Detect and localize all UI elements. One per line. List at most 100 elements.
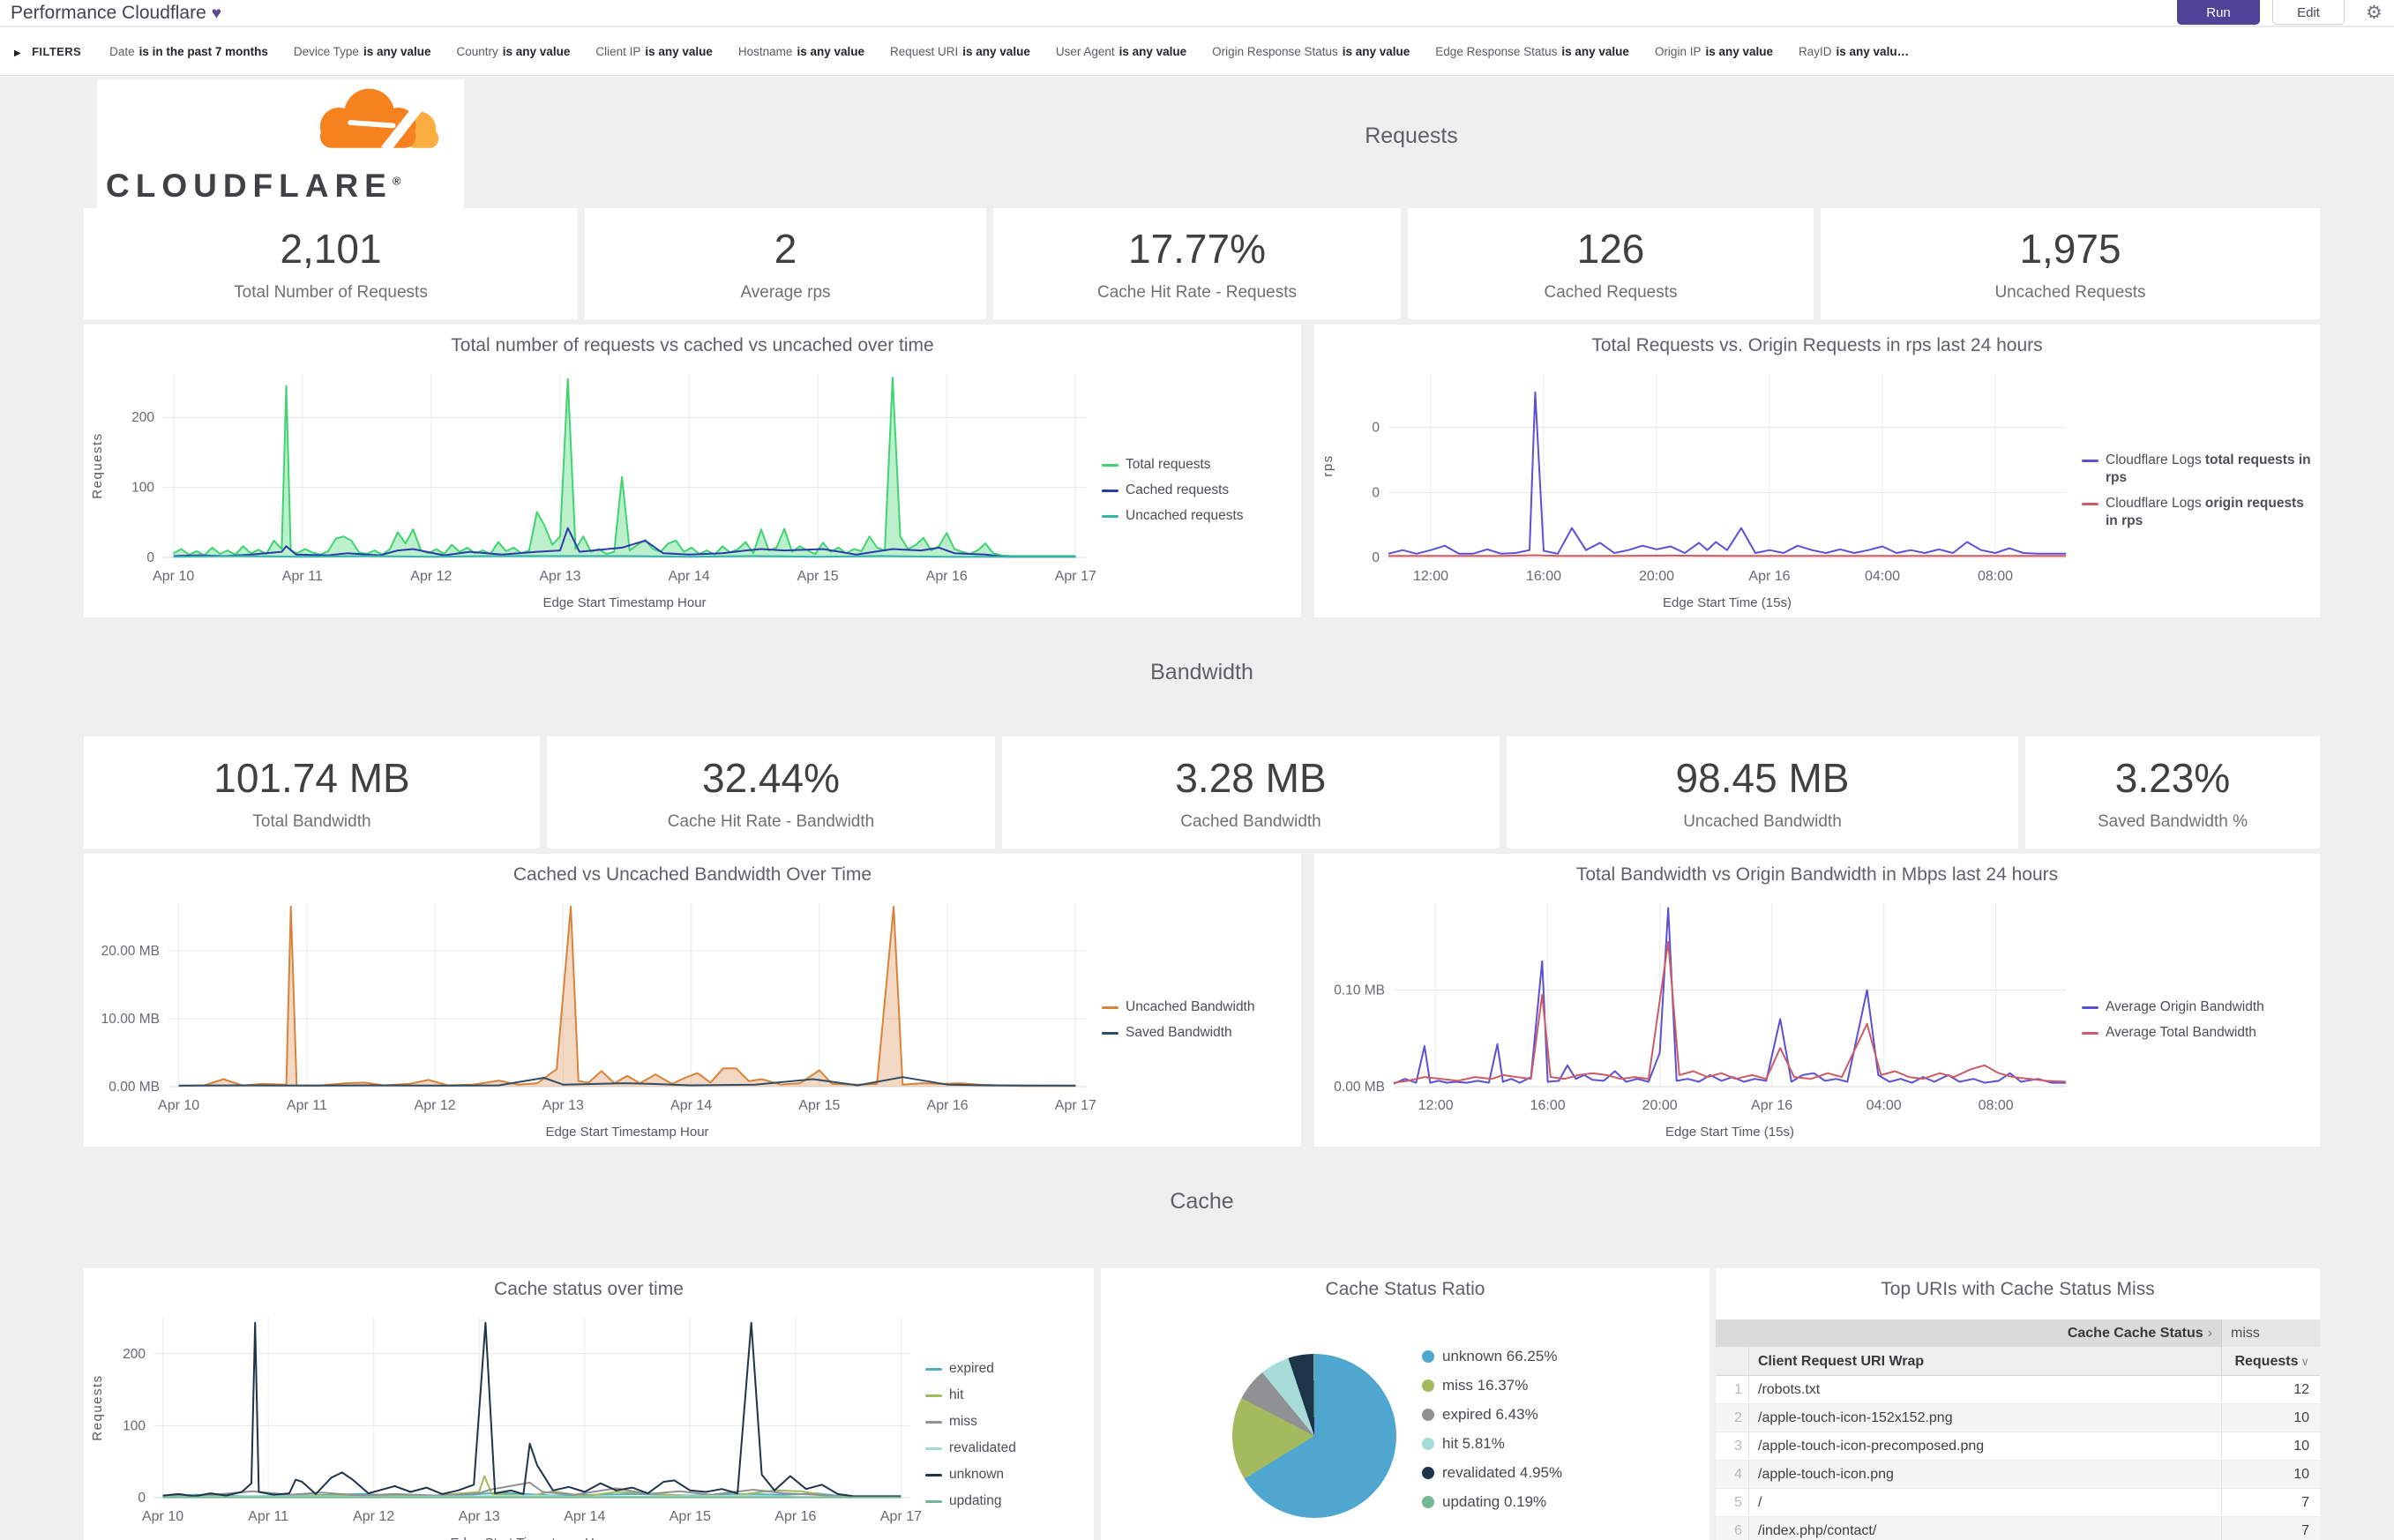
requests-cell[interactable]: 12	[2221, 1376, 2320, 1403]
legend-item[interactable]: miss	[925, 1413, 1085, 1431]
row-number: 5	[1716, 1489, 1749, 1516]
uri-column-header[interactable]: Client Request URI Wrap	[1758, 1354, 1925, 1369]
filter-item[interactable]: Edge Response Status is any value	[1435, 44, 1629, 58]
bandwidth-vs-origin-plot[interactable]: 12:00 16:00 20:00 Apr 16 04:00 08:00 0.00 MB 0.…	[1314, 894, 2078, 1145]
filter-item[interactable]: Device Type is any value	[293, 44, 431, 58]
legend-item[interactable]: Cached requests	[1102, 482, 1294, 499]
legend-label: Saved Bandwidth	[1126, 1024, 1232, 1040]
legend-item[interactable]: hit 5.81%	[1422, 1435, 1683, 1453]
filter-item[interactable]: Client IP is any value	[595, 44, 713, 58]
filter-item[interactable]: Request URI is any value	[889, 44, 1030, 58]
kpi-cached-bandwidth[interactable]: 3.28 MB Cached Bandwidth	[1002, 736, 1500, 848]
legend-swatch	[1102, 515, 1118, 518]
uri-cell[interactable]: /apple-touch-icon.png	[1758, 1467, 1894, 1482]
x-tick-label: 12:00	[1418, 1098, 1454, 1113]
filter-item[interactable]: Date is in the past 7 months	[109, 44, 268, 58]
x-tick-label: Apr 16	[926, 569, 968, 584]
legend-label: revalidated 4.95%	[1442, 1464, 1563, 1481]
x-tick-label: Apr 13	[539, 569, 580, 584]
filter-item[interactable]: User Agent is any value	[1055, 44, 1187, 58]
uri-cell[interactable]: /	[1758, 1495, 1762, 1510]
uri-cell[interactable]: /robots.txt	[1758, 1382, 1821, 1397]
kpi-saved-bandwidth[interactable]: 3.23% Saved Bandwidth %	[2025, 736, 2320, 848]
chart-legend: Cloudflare Logs total requests in rps Clo…	[2078, 452, 2315, 530]
requests-cell[interactable]: 10	[2221, 1461, 2320, 1488]
cache-status-plot[interactable]: Apr 10 Apr 11 Apr 12 Apr 13 Apr 14 Apr 15 Apr …	[84, 1309, 922, 1540]
y-tick-label: 0	[146, 550, 154, 565]
legend-item[interactable]: unknown	[925, 1466, 1085, 1484]
legend-swatch	[1422, 1379, 1434, 1392]
uri-cell[interactable]: /index.php/contact/	[1758, 1523, 1877, 1538]
legend-item[interactable]: Saved Bandwidth	[1102, 1024, 1294, 1042]
pivot-field-label[interactable]: Cache Cache Status ›	[1716, 1319, 2221, 1347]
requests-cell[interactable]: 10	[2221, 1432, 2320, 1460]
legend-item[interactable]: Uncached requests	[1102, 507, 1294, 525]
requests-cell[interactable]: 10	[2221, 1404, 2320, 1432]
uri-cell[interactable]: /apple-touch-icon-precomposed.png	[1758, 1439, 1985, 1454]
filter-item[interactable]: RayID is any valu…	[1799, 44, 1910, 58]
x-tick-label: Apr 16	[774, 1509, 816, 1524]
requests-cell[interactable]: 7	[2221, 1489, 2320, 1516]
kpi-cache-hit-rate-bandwidth[interactable]: 32.44% Cache Hit Rate - Bandwidth	[547, 736, 995, 848]
kpi-uncached-requests[interactable]: 1,975 Uncached Requests	[1821, 208, 2320, 319]
table-row: 1/robots.txt 12	[1716, 1376, 2320, 1404]
kpi-total-bandwidth[interactable]: 101.74 MB Total Bandwidth	[84, 736, 540, 848]
table-row: 5 / 7	[1716, 1489, 2320, 1517]
y-tick-label: 20.00 MB	[101, 944, 160, 959]
legend-swatch	[925, 1447, 942, 1450]
kpi-average-rps[interactable]: 2 Average rps	[585, 208, 986, 319]
legend-item[interactable]: hit	[925, 1387, 1085, 1404]
y-tick-label: 0	[138, 1491, 146, 1506]
filter-item[interactable]: Origin Response Status is any value	[1212, 44, 1410, 58]
uri-cell[interactable]: /apple-touch-icon-152x152.png	[1758, 1410, 1953, 1425]
legend-label: miss	[949, 1414, 977, 1429]
kpi-total-requests[interactable]: 2,101 Total Number of Requests	[84, 208, 578, 319]
legend-label: unknown 66.25%	[1442, 1348, 1558, 1364]
filter-item[interactable]: Hostname is any value	[737, 44, 864, 58]
requests-vs-origin-panel: Total Requests vs. Origin Requests in rp…	[1314, 325, 2320, 617]
filter-item[interactable]: Origin IP is any value	[1654, 44, 1774, 58]
legend-item[interactable]: miss 16.37%	[1422, 1377, 1683, 1394]
row-number: 3	[1716, 1432, 1749, 1460]
series-origin-requests-rps	[1388, 554, 2066, 557]
requests-over-time-plot[interactable]: Apr 10 Apr 11 Apr 12 Apr 13 Apr 14 Apr 15 Apr …	[84, 365, 1098, 616]
edit-button[interactable]: Edit	[2272, 0, 2345, 25]
legend-item[interactable]: revalidated 4.95%	[1422, 1464, 1683, 1482]
kpi-cache-hit-rate-requests[interactable]: 17.77% Cache Hit Rate - Requests	[993, 208, 1401, 319]
table-row: 2/apple-touch-icon-152x152.png 10	[1716, 1404, 2320, 1432]
table-row: 4/apple-touch-icon.png 10	[1716, 1461, 2320, 1489]
x-tick-label: Apr 17	[1055, 1098, 1096, 1113]
bandwidth-over-time-plot[interactable]: Apr 10 Apr 11 Apr 12 Apr 13 Apr 14 Apr 15 Apr …	[84, 894, 1098, 1145]
legend-item[interactable]: revalidated	[925, 1439, 1085, 1457]
pie-chart[interactable]	[1232, 1354, 1396, 1518]
requests-vs-origin-plot[interactable]: 12:00 16:00 20:00 Apr 16 04:00 08:00 0 0 0 rps Edg…	[1314, 365, 2078, 616]
legend-item[interactable]: Cloudflare Logs total requests in rps	[2082, 452, 2315, 487]
run-button[interactable]: Run	[2177, 0, 2260, 25]
table-row: 3/apple-touch-icon-precomposed.png 10	[1716, 1432, 2320, 1461]
series-miss	[162, 1481, 901, 1499]
legend-item[interactable]: Average Origin Bandwidth	[2082, 998, 2315, 1016]
legend-swatch	[2082, 459, 2098, 462]
legend-item[interactable]: unknown 66.25%	[1422, 1348, 1683, 1365]
legend-item[interactable]: expired 6.43%	[1422, 1406, 1683, 1424]
kpi-uncached-bandwidth[interactable]: 98.45 MB Uncached Bandwidth	[1507, 736, 2018, 848]
kpi-cached-requests[interactable]: 126 Cached Requests	[1408, 208, 1814, 319]
legend-item[interactable]: updating	[925, 1492, 1085, 1510]
requests-cell[interactable]: 7	[2221, 1517, 2320, 1540]
row-number: 4	[1716, 1461, 1749, 1488]
section-heading-requests: Requests	[1365, 123, 1458, 148]
legend-item[interactable]: updating 0.19%	[1422, 1493, 1683, 1511]
legend-item[interactable]: Cloudflare Logs origin requests in rps	[2082, 495, 2315, 530]
legend-item[interactable]: Uncached Bandwidth	[1102, 998, 1294, 1016]
x-tick-label: 16:00	[1526, 569, 1561, 584]
filter-item[interactable]: Country is any value	[456, 44, 571, 58]
gear-icon[interactable]: ⚙	[2366, 3, 2383, 23]
filters-toggle[interactable]: ▶ FILTERS	[14, 44, 82, 58]
legend-item[interactable]: Average Total Bandwidth	[2082, 1024, 2315, 1042]
legend-swatch	[1422, 1409, 1434, 1421]
legend-item[interactable]: Total requests	[1102, 456, 1294, 474]
series-average-total-bandwidth	[1393, 940, 2067, 1084]
legend-item[interactable]: expired	[925, 1360, 1085, 1378]
requests-column-header[interactable]: Requests ∨	[2221, 1347, 2320, 1375]
kpi-value: 2	[774, 226, 797, 272]
